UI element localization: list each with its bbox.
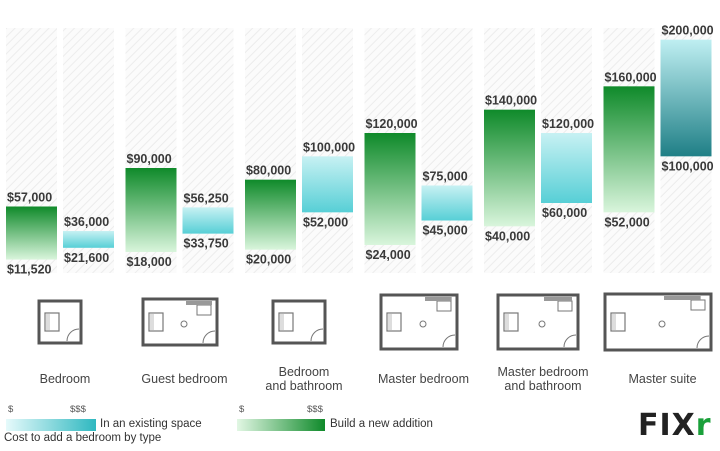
category-label-line: Bedroom	[39, 372, 91, 386]
addition-bar-1	[6, 206, 57, 260]
existing-bar-4	[421, 185, 473, 221]
existing-high-label-4: $75,000	[423, 170, 468, 184]
category-label-6: Master suite	[604, 372, 720, 386]
column-bg-4-2	[421, 28, 473, 273]
legend-addition: $ $$$ Build a new addition	[237, 404, 467, 432]
floor-plan-icon-1	[37, 299, 83, 345]
existing-low-label-5: $60,000	[542, 206, 587, 220]
addition-high-label-6: $160,000	[605, 70, 657, 84]
floor-plan-icon-4	[379, 293, 458, 351]
floor-plan-icon-2	[141, 297, 218, 347]
chart-note: Cost to add a bedroom by type	[4, 432, 162, 444]
fixr-logo: FIXr	[638, 408, 712, 443]
addition-high-label-5: $140,000	[485, 94, 537, 108]
addition-high-label-3: $80,000	[246, 164, 291, 178]
existing-high-label-5: $120,000	[542, 117, 594, 131]
category-label-line: Master bedroom	[377, 372, 469, 386]
category-label-line: Bedroom	[278, 365, 330, 379]
addition-high-label-1: $57,000	[7, 191, 52, 205]
category-label-3: Bedroom and bathroom	[245, 365, 363, 393]
floor-plan-icon-3	[271, 299, 327, 345]
addition-bar-5	[484, 109, 535, 227]
legend-existing-ramp-high: $$$	[70, 404, 86, 415]
existing-low-label-4: $45,000	[423, 224, 468, 238]
legend-existing-ramp	[6, 419, 96, 431]
category-label-1: Bedroom	[6, 372, 124, 386]
category-label-line: Master bedroom	[497, 365, 589, 379]
addition-bar-6	[603, 86, 655, 213]
category-label-line: Master suite	[628, 372, 697, 386]
column-bg-3-2	[302, 28, 353, 273]
category-label-5: Master bedroom and bathroom	[484, 365, 602, 393]
legend-existing-ramp-low: $	[8, 404, 14, 415]
category-label-line: and bathroom	[265, 379, 343, 393]
existing-bar-6	[660, 39, 712, 157]
existing-high-label-3: $100,000	[303, 140, 355, 154]
addition-bar-4	[364, 133, 416, 245]
addition-high-label-2: $90,000	[127, 152, 172, 166]
legend-addition-ramp-low: $	[239, 404, 245, 415]
addition-high-label-4: $120,000	[366, 117, 418, 131]
existing-low-label-6: $100,000	[662, 159, 714, 173]
floor-plan-icon-6	[603, 292, 712, 352]
legend-existing: $ $$$ In an existing space	[6, 404, 226, 432]
legend-addition-label: Build a new addition	[330, 418, 433, 430]
addition-low-label-6: $52,000	[605, 215, 650, 229]
legend-addition-ramp-high: $$$	[307, 404, 323, 415]
legend-addition-ramp	[237, 419, 325, 431]
existing-low-label-1: $21,600	[64, 251, 109, 265]
legend-existing-label: In an existing space	[100, 418, 202, 430]
existing-low-label-2: $33,750	[184, 237, 229, 251]
addition-bar-3	[245, 179, 296, 250]
logo-accent-text: r	[695, 408, 712, 443]
addition-bar-2	[125, 168, 177, 252]
category-label-2: Guest bedroom	[126, 372, 244, 386]
existing-low-label-3: $52,000	[303, 215, 348, 229]
addition-low-label-5: $40,000	[485, 229, 530, 243]
addition-low-label-3: $20,000	[246, 253, 291, 267]
addition-low-label-4: $24,000	[366, 248, 411, 262]
existing-high-label-2: $56,250	[184, 191, 229, 205]
addition-low-label-2: $18,000	[127, 255, 172, 269]
category-label-line: and bathroom	[504, 379, 582, 393]
floor-plan-icon-5	[496, 293, 580, 351]
existing-high-label-1: $36,000	[64, 215, 109, 229]
existing-bar-1	[63, 231, 114, 248]
existing-high-label-6: $200,000	[662, 24, 714, 38]
logo-main-text: FIX	[638, 408, 696, 443]
existing-bar-3	[302, 156, 353, 213]
category-label-line: Guest bedroom	[141, 372, 228, 386]
category-label-4: Master bedroom	[365, 372, 483, 386]
existing-bar-5	[541, 133, 592, 203]
addition-low-label-1: $11,520	[7, 263, 52, 277]
existing-bar-2	[182, 207, 234, 234]
